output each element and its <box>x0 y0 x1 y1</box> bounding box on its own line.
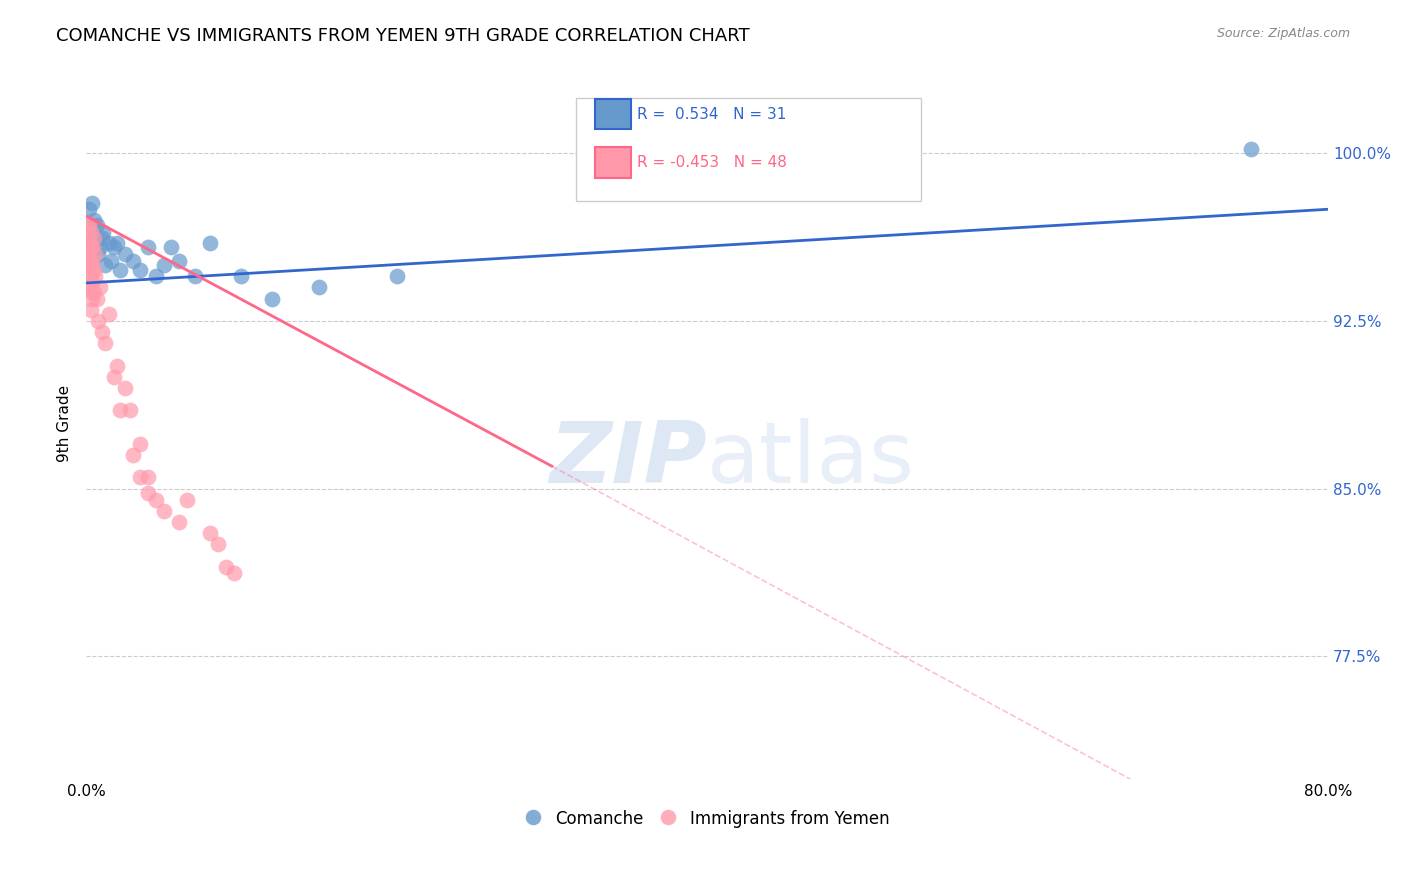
Point <box>215 559 238 574</box>
Point <box>80 240 103 254</box>
Point <box>200 526 222 541</box>
Point <box>98 307 121 321</box>
Point <box>98 235 121 250</box>
Point <box>80 235 103 250</box>
Point <box>84 231 107 245</box>
Point <box>152 504 174 518</box>
Point <box>121 448 143 462</box>
Point <box>76 235 98 250</box>
Point <box>105 359 128 373</box>
Point <box>77 231 100 245</box>
Point <box>129 470 152 484</box>
Point <box>83 262 105 277</box>
Point <box>77 202 100 217</box>
Point <box>84 269 107 284</box>
Point <box>90 231 112 245</box>
Point <box>80 269 103 284</box>
Point <box>80 225 103 239</box>
Point <box>76 247 98 261</box>
Point <box>129 262 152 277</box>
Point <box>80 253 103 268</box>
Point <box>105 235 128 250</box>
Point <box>77 218 100 232</box>
Point <box>100 253 122 268</box>
Point <box>93 336 115 351</box>
Point <box>118 403 141 417</box>
Text: atlas: atlas <box>707 417 915 500</box>
Point <box>176 492 198 507</box>
Point <box>114 247 136 261</box>
Point <box>90 325 112 339</box>
Point <box>1239 142 1261 156</box>
Point <box>82 195 104 210</box>
Point <box>83 231 105 245</box>
Point <box>83 213 105 227</box>
Point <box>82 292 104 306</box>
Point <box>136 486 159 500</box>
Text: ZIP: ZIP <box>550 417 707 500</box>
Point <box>160 240 183 254</box>
Point <box>82 276 104 290</box>
Point <box>77 269 100 284</box>
Point <box>114 381 136 395</box>
Point <box>80 285 103 299</box>
Text: R = -0.453   N = 48: R = -0.453 N = 48 <box>637 155 787 169</box>
Point <box>385 269 408 284</box>
Point <box>110 262 132 277</box>
Legend: Comanche, Immigrants from Yemen: Comanche, Immigrants from Yemen <box>517 803 896 835</box>
Point <box>167 515 190 529</box>
Point <box>87 314 110 328</box>
Point <box>222 566 245 581</box>
Point <box>77 240 100 254</box>
Point <box>80 302 103 317</box>
Point <box>145 269 167 284</box>
Point <box>82 258 104 272</box>
Point <box>83 285 105 299</box>
Point <box>77 280 100 294</box>
Point <box>145 492 167 507</box>
Point <box>86 292 108 306</box>
Point <box>87 247 110 261</box>
Point <box>152 258 174 272</box>
Text: COMANCHE VS IMMIGRANTS FROM YEMEN 9TH GRADE CORRELATION CHART: COMANCHE VS IMMIGRANTS FROM YEMEN 9TH GR… <box>56 27 749 45</box>
Point <box>207 537 229 551</box>
Point <box>76 218 98 232</box>
Text: R =  0.534   N = 31: R = 0.534 N = 31 <box>637 107 786 121</box>
Point <box>86 218 108 232</box>
Point <box>121 253 143 268</box>
Point <box>184 269 207 284</box>
Point <box>84 247 107 261</box>
Point <box>231 269 253 284</box>
Point <box>103 369 125 384</box>
Point <box>200 235 222 250</box>
Point <box>77 253 100 268</box>
Y-axis label: 9th Grade: 9th Grade <box>58 385 72 462</box>
Point <box>82 240 104 254</box>
Text: Source: ZipAtlas.com: Source: ZipAtlas.com <box>1216 27 1350 40</box>
Point <box>103 240 125 254</box>
Point <box>93 258 115 272</box>
Point <box>262 292 284 306</box>
Point <box>89 280 111 294</box>
Point <box>136 240 159 254</box>
Point <box>129 437 152 451</box>
Point <box>110 403 132 417</box>
Point <box>89 240 111 254</box>
Point <box>167 253 190 268</box>
Point <box>91 225 114 239</box>
Point <box>308 280 330 294</box>
Point <box>136 470 159 484</box>
